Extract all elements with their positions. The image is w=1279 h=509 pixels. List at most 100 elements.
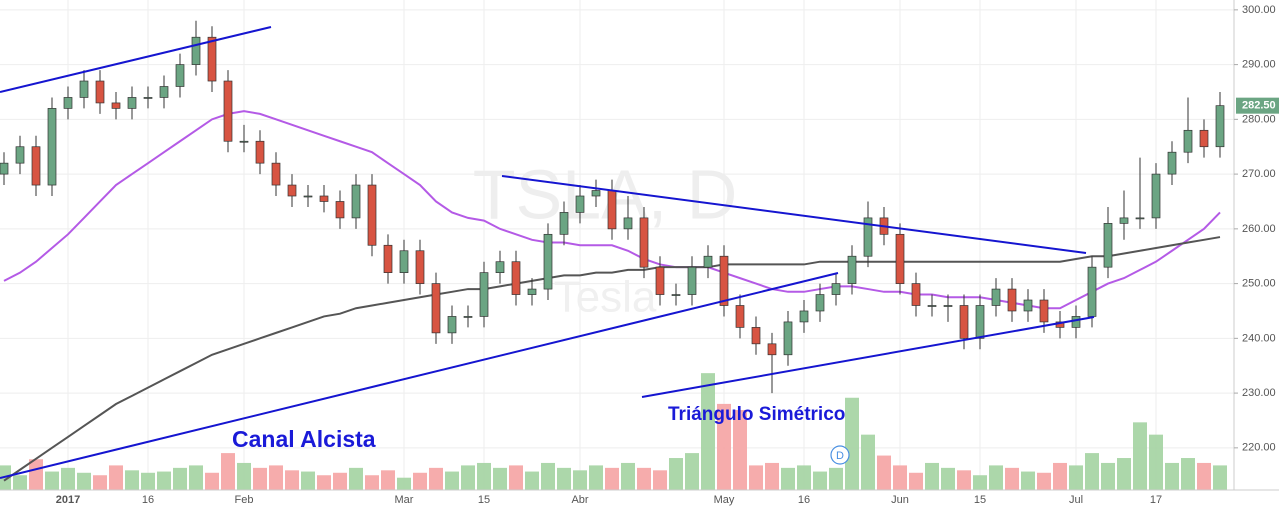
volume-bar (173, 467, 187, 490)
volume-bar (925, 462, 939, 490)
candle-body (351, 184, 361, 219)
candle-body (1071, 316, 1081, 328)
candle-body (1039, 299, 1049, 323)
volume-bar (477, 462, 491, 490)
candle-body (95, 80, 105, 104)
candle-body (1167, 151, 1177, 175)
volume-bar (301, 471, 315, 490)
volume-bar (1133, 422, 1147, 490)
volume-bar (1037, 472, 1051, 490)
x-tick-label: May (714, 494, 735, 506)
y-tick-label: 300.00 (1242, 4, 1276, 16)
candle-body (47, 108, 57, 186)
x-tick-label: 15 (478, 494, 490, 506)
volume-bar (845, 397, 859, 490)
candle-body (639, 217, 649, 268)
volume-bar (829, 467, 843, 490)
candle-body (1215, 105, 1225, 148)
volume-bar (333, 472, 347, 490)
volume-bar (589, 465, 603, 490)
volume-bar (1021, 471, 1035, 490)
volume-bar (557, 467, 571, 490)
candle-body (703, 255, 713, 268)
volume-bar (1085, 453, 1099, 490)
candle-body (911, 283, 921, 306)
volume-bar (669, 458, 683, 490)
candle-body (1183, 129, 1193, 153)
candle-body (1135, 217, 1145, 220)
x-tick-label: Mar (395, 494, 414, 506)
volume-bar (0, 465, 11, 490)
candle-body (319, 195, 329, 202)
y-tick-label: 230.00 (1242, 387, 1276, 399)
candle-body (719, 255, 729, 306)
volume-bar (141, 472, 155, 490)
candle-body (1087, 266, 1097, 317)
y-tick-label: 240.00 (1242, 332, 1276, 344)
volume-bar (701, 373, 715, 490)
volume-bar (717, 403, 731, 490)
x-tick-label: 15 (974, 494, 986, 506)
x-tick-label: 17 (1150, 494, 1162, 506)
candle-body (1151, 173, 1161, 219)
candle-body (847, 255, 857, 284)
volume-bar (253, 467, 267, 490)
volume-bar (125, 470, 139, 490)
volume-bar (509, 465, 523, 490)
y-tick-label: 270.00 (1242, 168, 1276, 180)
y-tick-label: 260.00 (1242, 223, 1276, 235)
volume-bar (893, 465, 907, 490)
candle-body (159, 86, 169, 98)
y-tick-label: 250.00 (1242, 278, 1276, 290)
candle-body (799, 310, 809, 323)
candle-body (271, 162, 281, 186)
volume-bar (77, 472, 91, 490)
candle-body (223, 80, 233, 142)
volume-bar (733, 410, 747, 490)
volume-bar (1117, 458, 1131, 490)
candle-body (479, 272, 489, 317)
candle-body (671, 294, 681, 296)
candle-body (943, 305, 953, 307)
volume-bar (381, 470, 395, 490)
volume-bar (1101, 462, 1115, 490)
x-tick-label: 16 (798, 494, 810, 506)
volume-bar (317, 475, 331, 490)
x-tick-label: Jul (1069, 494, 1083, 506)
x-tick-label: Abr (571, 494, 588, 506)
volume-bar (29, 459, 43, 490)
moving-average (3, 236, 1221, 482)
candle-body (831, 283, 841, 295)
volume-bar (1005, 467, 1019, 490)
candle-body (0, 162, 9, 175)
dividend-marker[interactable] (830, 445, 850, 465)
watermark-sub: Tesla (554, 273, 657, 322)
volume-bar (813, 471, 827, 490)
candle-body (1119, 217, 1129, 224)
last-price-box (1236, 97, 1279, 114)
volume-bar (989, 465, 1003, 490)
candle-body (287, 184, 297, 197)
candle-body (927, 305, 937, 307)
trend-line (501, 175, 1087, 254)
volume-bar (429, 467, 443, 490)
axes: 220.00 230.00 240.00 250.00 260.00 270.00 280.… (56, 4, 1279, 506)
volume-bar (493, 467, 507, 490)
volume-bar (461, 465, 475, 490)
volume (0, 373, 1227, 490)
volume-bar (621, 462, 635, 490)
volume-bar (765, 462, 779, 490)
dividend-label: D (836, 450, 844, 462)
candle-body (31, 146, 41, 186)
volume-bar (285, 470, 299, 490)
volume-bar (157, 471, 171, 490)
x-tick-label: Feb (235, 494, 254, 506)
volume-bar (861, 434, 875, 490)
volume-bar (221, 453, 235, 490)
candle-body (591, 190, 601, 197)
volume-bar (109, 465, 123, 490)
candle-body (1103, 223, 1113, 268)
candle-body (783, 321, 793, 356)
annotation: Canal Alcista (232, 426, 376, 452)
